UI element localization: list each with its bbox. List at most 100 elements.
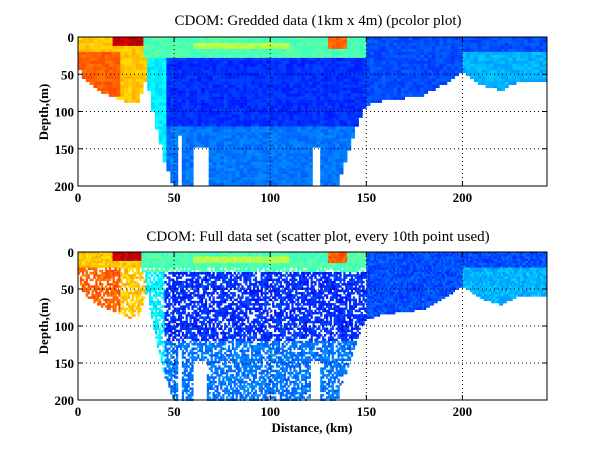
pcolor-cell <box>254 69 259 74</box>
pcolor-cell <box>297 48 302 53</box>
pcolor-cell <box>431 51 436 56</box>
pcolor-cell <box>381 87 386 91</box>
pcolor-cell <box>450 60 455 65</box>
pcolor-cell <box>516 45 521 50</box>
scatter-point <box>112 294 115 297</box>
scatter-point <box>160 331 163 335</box>
pcolor-cell <box>262 99 267 103</box>
pcolor-cell <box>285 75 290 79</box>
scatter-point <box>153 305 156 308</box>
scatter-point <box>110 283 113 286</box>
pcolor-cell <box>358 69 363 74</box>
pcolor-cell <box>162 96 167 100</box>
pcolor-cell <box>523 37 528 41</box>
pcolor-cell <box>362 72 367 77</box>
pcolor-cell <box>262 153 267 157</box>
pcolor-cell <box>193 48 198 53</box>
pcolor-cell <box>281 147 286 151</box>
pcolor-cell <box>335 54 340 59</box>
pcolor-cell <box>312 90 317 94</box>
pcolor-cell <box>201 72 206 77</box>
pcolor-cell <box>477 81 482 85</box>
scatter-point <box>110 269 113 273</box>
pcolor-cell <box>362 37 367 41</box>
pcolor-cell <box>358 51 363 56</box>
pcolor-cell <box>135 78 140 82</box>
pcolor-cell <box>347 63 352 68</box>
pcolor-cell <box>281 132 286 136</box>
pcolor-cell <box>266 93 271 97</box>
scatter-point <box>108 252 111 255</box>
pcolor-cell <box>251 132 256 136</box>
pcolor-cell <box>366 81 371 85</box>
pcolor-cell <box>181 156 186 160</box>
scatter-point <box>112 303 115 306</box>
pcolor-cell <box>320 93 325 97</box>
scatter-point <box>91 289 94 293</box>
pcolor-cell <box>239 168 244 172</box>
pcolor-cell <box>139 66 144 71</box>
scatter-point <box>156 307 159 310</box>
pcolor-cell <box>324 159 329 163</box>
pcolor-cell <box>343 147 348 151</box>
pcolor-cell <box>531 78 536 82</box>
pcolor-cell <box>224 108 229 112</box>
pcolor-cell <box>216 57 221 62</box>
pcolor-cell <box>497 43 502 47</box>
pcolor-cell <box>166 144 171 148</box>
pcolor-cell <box>285 72 290 77</box>
scatter-point <box>104 272 108 275</box>
pcolor-cell <box>266 66 271 71</box>
pcolor-cell <box>85 54 90 59</box>
scatter-point <box>95 252 98 255</box>
scatter-point <box>78 263 81 266</box>
pcolor-cell <box>116 90 121 94</box>
pcolor-cell <box>239 147 244 151</box>
pcolor-cell <box>274 171 279 175</box>
pcolor-cell <box>151 105 156 109</box>
pcolor-cell <box>304 45 309 50</box>
scatter-point <box>156 345 159 348</box>
pcolor-cell <box>435 78 440 82</box>
pcolor-cell <box>131 57 136 62</box>
scatter-point <box>112 289 115 293</box>
pcolor-cell <box>435 45 440 50</box>
x-tick-label: 150 <box>357 190 377 205</box>
scatter-point <box>174 389 177 393</box>
pcolor-cell <box>170 162 175 166</box>
pcolor-cell <box>520 43 525 47</box>
scatter-point <box>110 287 113 290</box>
pcolor-cell <box>358 99 363 103</box>
scatter-point <box>97 303 100 306</box>
pcolor-cell <box>439 57 444 62</box>
scatter-point <box>124 267 127 270</box>
pcolor-cell <box>450 57 455 62</box>
scatter-point <box>153 314 156 317</box>
pcolor-cell <box>320 153 325 157</box>
pcolor-cell <box>131 81 136 85</box>
pcolor-cell <box>220 135 225 139</box>
pcolor-cell <box>139 81 144 85</box>
pcolor-cell <box>197 54 202 59</box>
pcolor-cell <box>270 138 275 142</box>
pcolor-cell <box>231 48 236 53</box>
pcolor-cell <box>324 40 329 44</box>
pcolor-cell <box>497 51 502 56</box>
pcolor-cell <box>270 43 275 47</box>
pcolor-cell <box>335 37 340 41</box>
scatter-point <box>158 336 161 339</box>
pcolor-cell <box>320 60 325 65</box>
scatter-point <box>116 296 119 299</box>
pcolor-cell <box>243 43 248 47</box>
pcolor-cell <box>124 69 129 74</box>
pcolor-cell <box>258 165 263 169</box>
pcolor-cell <box>327 81 332 85</box>
pcolor-cell <box>224 126 229 130</box>
pcolor-cell <box>412 78 417 82</box>
pcolor-cell <box>312 45 317 50</box>
pcolor-cell <box>320 150 325 154</box>
pcolor-cell <box>316 138 321 142</box>
pcolor-cell <box>489 45 494 50</box>
pcolor-cell <box>197 120 202 124</box>
pcolor-cell <box>416 90 421 94</box>
